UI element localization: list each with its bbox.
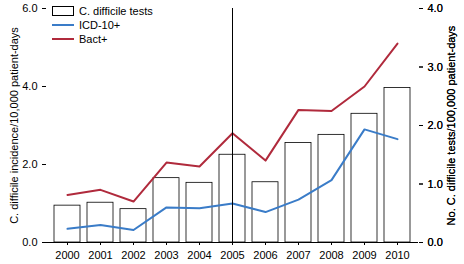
- svg-text:3.0: 3.0: [428, 61, 443, 73]
- html-text:Bact+: Bact+: [79, 33, 108, 45]
- svg-text:4.0: 4.0: [428, 2, 443, 14]
- svg-text:2001: 2001: [88, 249, 112, 261]
- svg-text:2002: 2002: [121, 249, 145, 261]
- svg-text:2008: 2008: [319, 249, 343, 261]
- svg-text:1.0: 1.0: [428, 178, 443, 190]
- svg-text:C. difficile incidence/10,000: C. difficile incidence/10,000 patient-da…: [8, 27, 20, 224]
- svg-text:No. C. difficile tests/100,000: No. C. difficile tests/100,000 patient-d…: [445, 25, 457, 225]
- svg-text:2000: 2000: [55, 249, 79, 261]
- svg-text:0.0: 0.0: [428, 236, 443, 248]
- svg-text:2005: 2005: [220, 249, 244, 261]
- svg-text:0.0: 0.0: [22, 236, 37, 248]
- svg-text:2006: 2006: [253, 249, 277, 261]
- html-text:ICD-10+: ICD-10+: [79, 19, 121, 31]
- svg-text:1.0: 1.0: [428, 178, 443, 190]
- svg-text:2.0: 2.0: [22, 158, 37, 170]
- svg-text:0.0: 0.0: [428, 236, 443, 248]
- svg-text:2003: 2003: [154, 249, 178, 261]
- svg-text:2.0: 2.0: [428, 119, 443, 131]
- svg-text:2004: 2004: [187, 249, 211, 261]
- svg-text:2009: 2009: [352, 249, 376, 261]
- svg-text:4.0: 4.0: [22, 80, 37, 92]
- svg-text:2.0: 2.0: [428, 119, 443, 131]
- svg-text:2010: 2010: [385, 249, 409, 261]
- svg-text:2007: 2007: [286, 249, 310, 261]
- svg-text:4.0: 4.0: [428, 2, 443, 14]
- html-text:C. difficile tests: C. difficile tests: [79, 5, 153, 17]
- svg-text:No. C. difficile tests/100,000: No. C. difficile tests/100,000 patient-d…: [445, 25, 457, 225]
- svg-text:3.0: 3.0: [428, 61, 443, 73]
- svg-text:6.0: 6.0: [22, 2, 37, 14]
